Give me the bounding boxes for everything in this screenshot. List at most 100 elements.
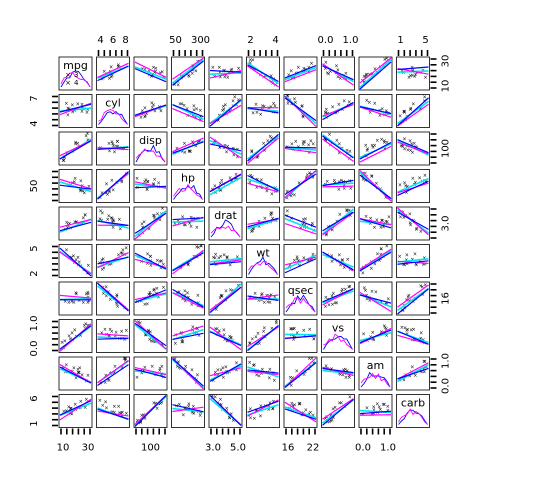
data-point: × [217, 255, 221, 261]
data-point: × [372, 143, 376, 149]
data-point: × [155, 212, 159, 218]
data-point: × [179, 331, 183, 337]
data-point: × [124, 357, 128, 363]
fit-line [97, 337, 129, 340]
data-point: × [101, 403, 105, 409]
panel-disp-disp: disp [133, 131, 168, 166]
fit-line [322, 185, 354, 188]
data-point: × [106, 72, 110, 78]
panel-frame [133, 206, 168, 241]
data-point: × [225, 338, 229, 344]
data-point: × [270, 191, 274, 197]
panel-mpg-carb: ×××××××××××××× [396, 56, 430, 91]
data-point: × [337, 401, 341, 407]
data-point: × [269, 74, 273, 80]
data-point: × [379, 252, 383, 258]
data-point: × [67, 300, 71, 306]
fit-line [59, 218, 92, 233]
data-point: × [149, 74, 153, 80]
data-point: × [116, 253, 120, 259]
panel-qsec-wt: ×××××××××××××× [246, 281, 280, 316]
data-point: × [249, 229, 253, 235]
data-point: × [259, 177, 263, 183]
data-point: × [308, 327, 312, 333]
data-point: × [301, 142, 305, 148]
data-point: × [341, 373, 345, 379]
data-point: × [230, 179, 234, 185]
fit-line [134, 368, 167, 378]
fit-line [359, 106, 392, 115]
data-point: × [363, 178, 367, 184]
fit-line [359, 217, 392, 226]
data-point: × [288, 375, 292, 381]
panel-frame [246, 169, 280, 203]
panel-frame [358, 169, 393, 203]
data-point: × [159, 109, 163, 115]
panel-frame [358, 56, 393, 91]
panel-drat-am: ×××××××××××××× [358, 206, 393, 241]
data-point: × [365, 98, 369, 104]
data-point: × [143, 302, 147, 308]
data-point: × [141, 368, 145, 374]
data-point: × [107, 262, 111, 268]
data-point: × [254, 373, 258, 379]
data-point: × [259, 292, 263, 298]
data-point: × [158, 366, 162, 372]
tick-label: 3.0 [205, 443, 221, 454]
data-point: × [186, 113, 190, 119]
data-point: × [410, 73, 414, 79]
data-point: × [311, 175, 315, 181]
fit-line [59, 366, 92, 384]
fit-line [97, 171, 129, 200]
data-point: × [86, 373, 90, 379]
fit-line [172, 288, 204, 308]
data-point: × [105, 332, 109, 338]
fit-line [172, 60, 204, 86]
data-point: × [152, 216, 156, 222]
panel-frame [208, 281, 243, 316]
data-point: × [214, 262, 218, 268]
data-point: × [73, 402, 77, 408]
panel-frame [171, 319, 205, 353]
data-point: × [190, 71, 194, 77]
data-point: × [307, 150, 311, 156]
data-point: × [382, 324, 386, 330]
panel-disp-mpg: ×××××××××××××× [58, 131, 93, 166]
data-point: × [113, 333, 117, 339]
panel-frame [283, 356, 318, 391]
data-point: × [285, 209, 289, 215]
data-point: × [290, 142, 294, 148]
fit-line [134, 322, 167, 347]
fit-line [59, 178, 92, 190]
data-point: × [180, 101, 184, 107]
data-point: × [223, 143, 227, 149]
data-point: × [198, 114, 202, 120]
panel-disp-drat: ×××××××××××××× [208, 131, 243, 166]
data-point: × [397, 254, 401, 260]
data-point: × [119, 410, 123, 416]
data-point: × [372, 411, 376, 417]
data-point: × [72, 300, 76, 306]
data-point: × [310, 221, 314, 227]
panel-frame [358, 281, 393, 316]
data-point: × [135, 375, 139, 381]
data-point: × [177, 289, 181, 295]
data-point: × [368, 216, 372, 222]
density-curve [360, 371, 391, 388]
data-point: × [145, 187, 149, 193]
tick-label: 6 [29, 395, 40, 401]
data-point: × [194, 107, 198, 113]
data-point: × [109, 65, 113, 71]
panel-carb-drat: ×××××××××××××× [208, 394, 243, 428]
tick-label: 1.0 [441, 353, 452, 369]
tick-label: 30 [82, 443, 95, 454]
panel-hp-vs: ×××××××××××××× [321, 169, 355, 203]
data-point: × [371, 330, 375, 336]
data-point: × [409, 141, 413, 147]
density-curve [173, 184, 203, 200]
fit-line [247, 65, 279, 88]
data-point: × [300, 104, 304, 110]
fit-line [59, 251, 92, 275]
data-point: × [153, 339, 157, 345]
data-point: × [215, 326, 219, 332]
